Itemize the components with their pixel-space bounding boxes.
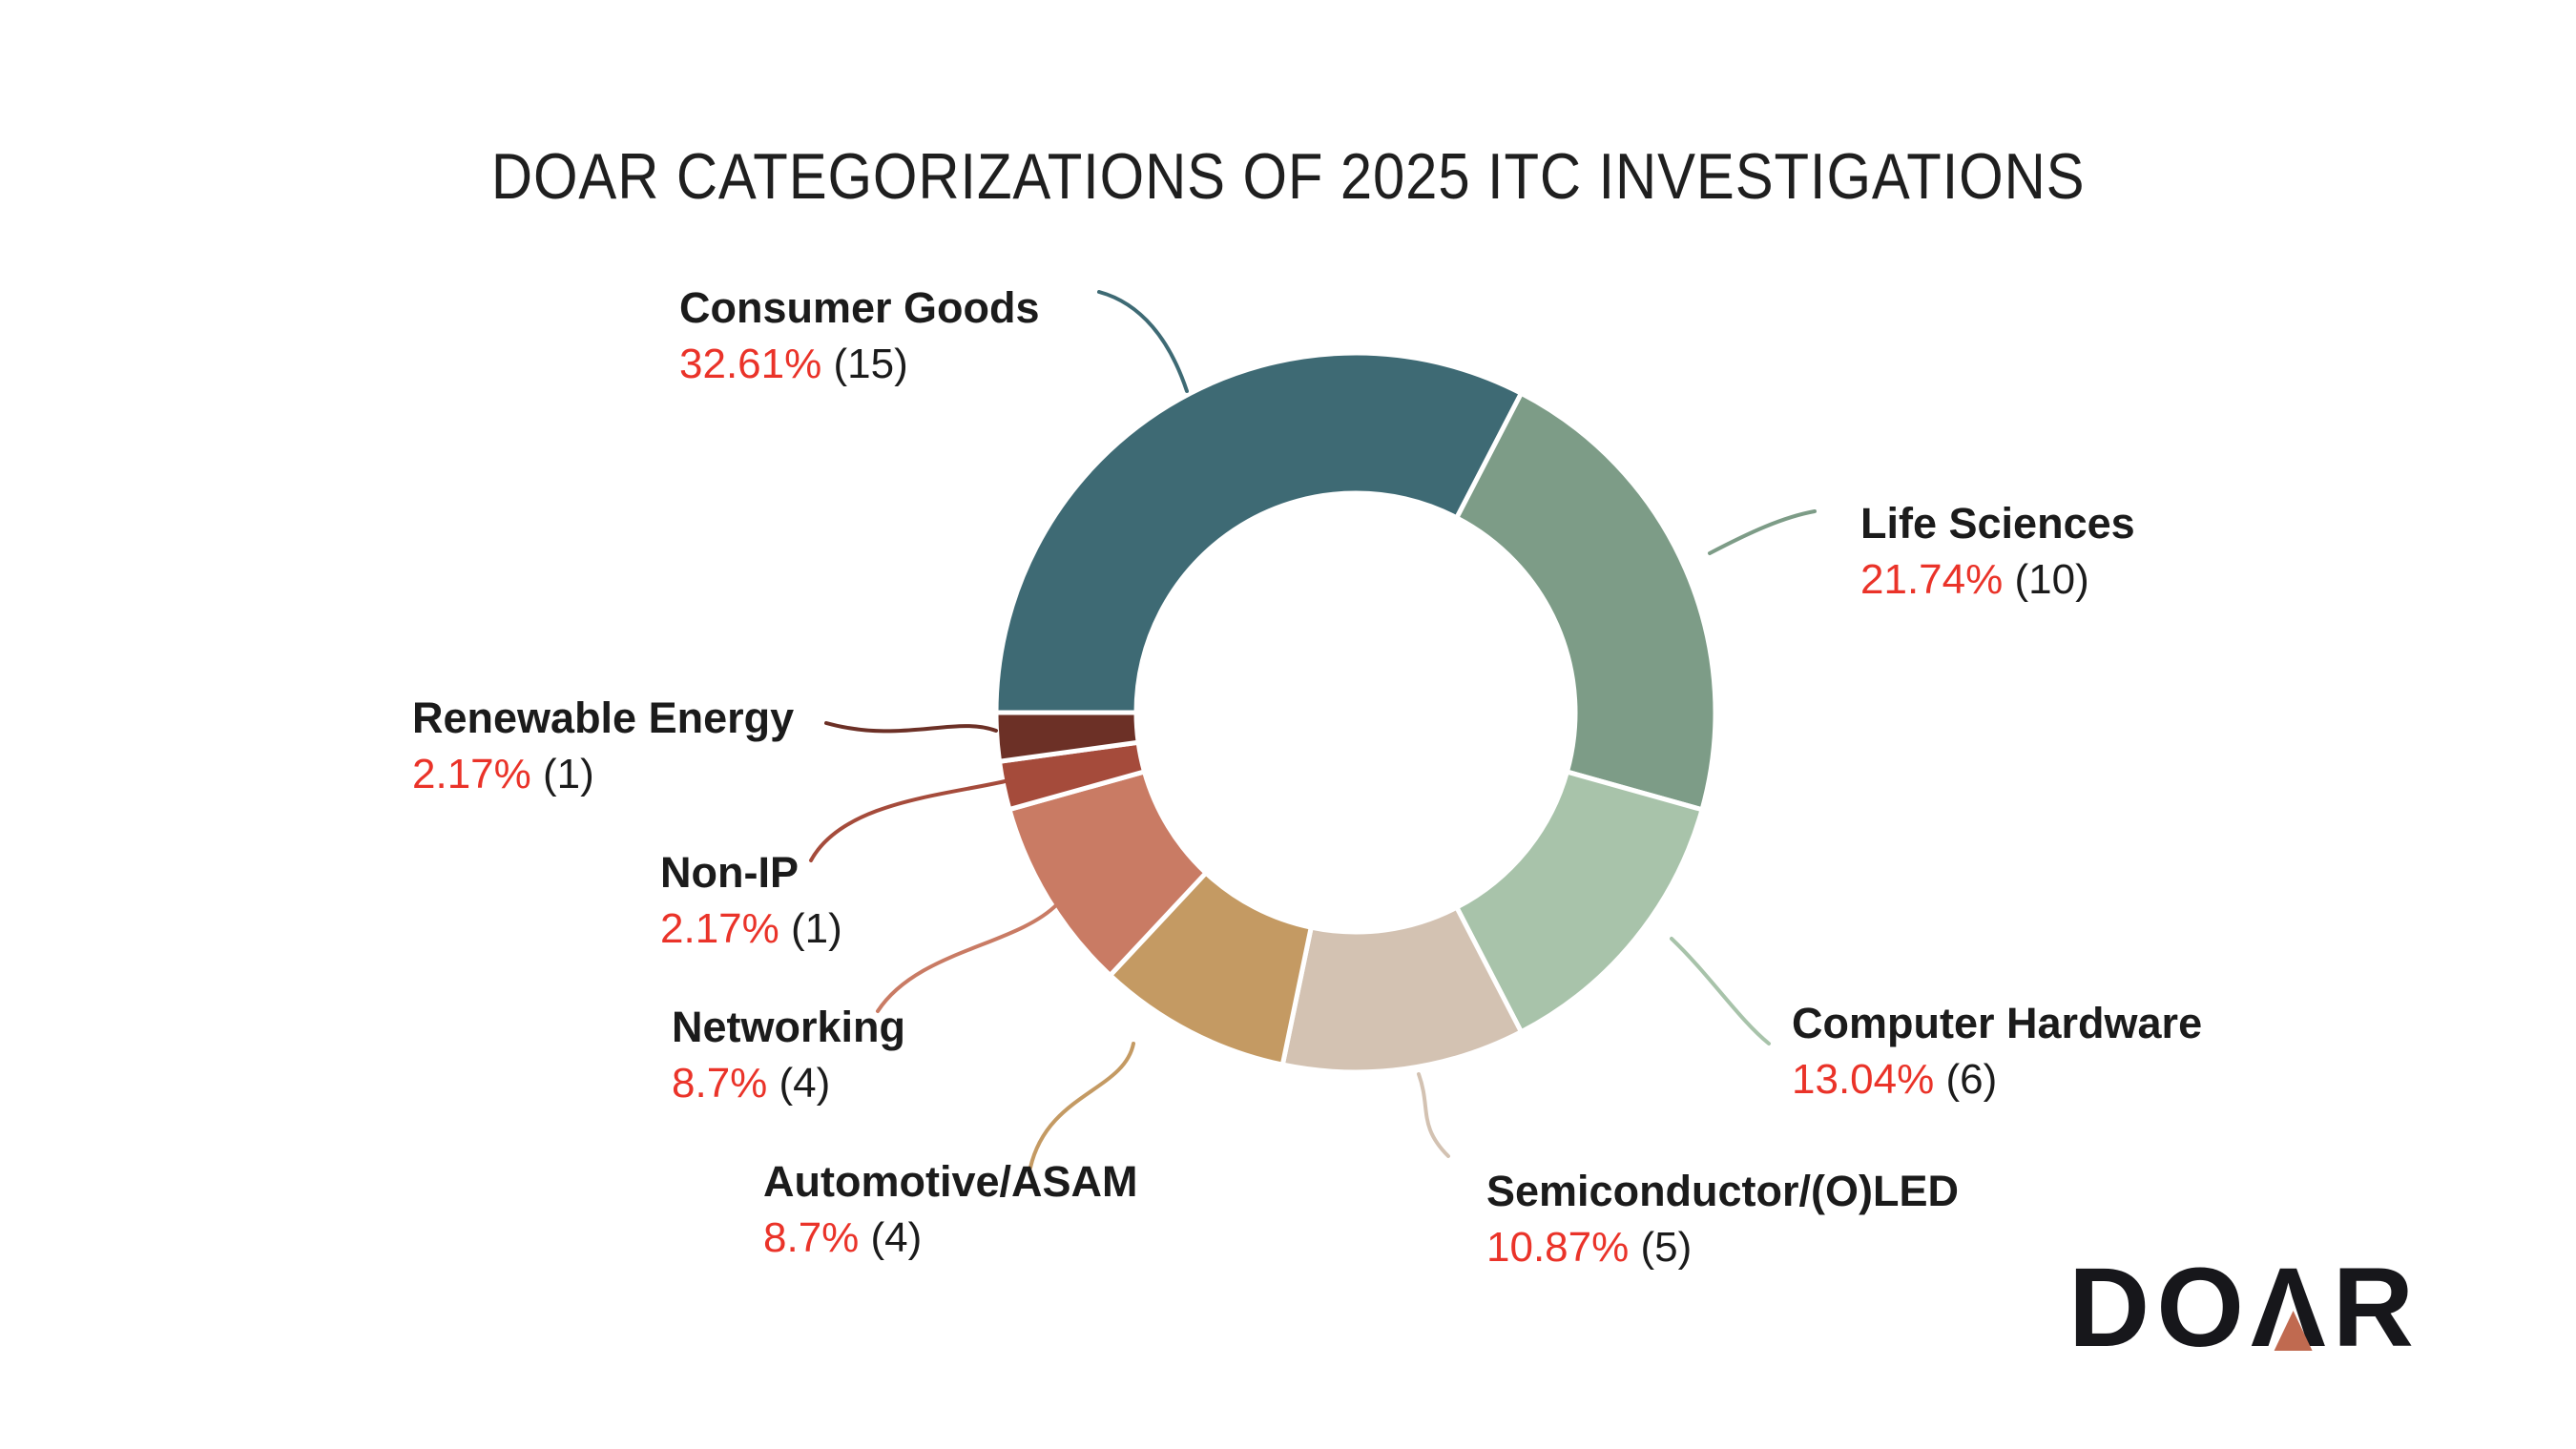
slice-name: Consumer Goods bbox=[679, 283, 1040, 332]
slice-value: 8.7% (4) bbox=[672, 1063, 905, 1105]
donut-slice-computer-hardware[interactable] bbox=[1454, 769, 1705, 1035]
slice-name: Computer Hardware bbox=[1792, 999, 2203, 1047]
slice-name: Semiconductor/(O)LED bbox=[1486, 1167, 1960, 1215]
logo-letter-o: O bbox=[2156, 1245, 2252, 1371]
slice-value: 13.04% (6) bbox=[1792, 1059, 2202, 1101]
slice-percent: 32.61% bbox=[679, 341, 822, 387]
slice-percent: 10.87% bbox=[1486, 1224, 1630, 1271]
slice-label-semiconductor-o-led: Semiconductor/(O)LED 10.87% (5) bbox=[1486, 1170, 1959, 1269]
leader-line-semiconductor-o-led bbox=[1417, 1072, 1450, 1158]
slice-name: Networking bbox=[672, 1003, 906, 1051]
slice-percent: 2.17% bbox=[660, 905, 779, 952]
logo-letter-r: R bbox=[2332, 1245, 2420, 1371]
chart-title: DOAR CATEGORIZATIONS OF 2025 ITC INVESTI… bbox=[0, 139, 2576, 214]
slice-value: 8.7% (4) bbox=[763, 1217, 1138, 1259]
chart-title-text: DOAR CATEGORIZATIONS OF 2025 ITC INVESTI… bbox=[490, 140, 2086, 213]
slice-percent: 8.7% bbox=[672, 1060, 768, 1107]
leader-line-automotive-asam bbox=[1028, 1042, 1135, 1170]
leader-line-consumer-goods bbox=[1097, 290, 1189, 393]
slice-count: (5) bbox=[1640, 1224, 1693, 1271]
slice-name: Renewable Energy bbox=[412, 693, 795, 742]
slice-name: Life Sciences bbox=[1860, 499, 2135, 548]
logo-letter-d: D bbox=[2068, 1245, 2157, 1371]
slice-count: (10) bbox=[2014, 556, 2089, 603]
slice-value: 2.17% (1) bbox=[412, 754, 794, 796]
slice-value: 2.17% (1) bbox=[660, 908, 842, 950]
slice-percent: 21.74% bbox=[1860, 556, 2004, 603]
slice-value: 21.74% (10) bbox=[1860, 559, 2135, 601]
slice-percent: 8.7% bbox=[763, 1214, 860, 1261]
slice-percent: 13.04% bbox=[1792, 1056, 1935, 1103]
leader-line-life-sciences bbox=[1708, 509, 1817, 555]
donut-slice-renewable-energy[interactable] bbox=[993, 710, 1141, 764]
slice-count: (1) bbox=[791, 905, 842, 952]
donut-slice-consumer-goods[interactable] bbox=[993, 350, 1524, 715]
donut-slice-life-sciences[interactable] bbox=[1454, 390, 1718, 813]
slice-count: (15) bbox=[833, 341, 908, 387]
leader-line-computer-hardware bbox=[1670, 937, 1771, 1045]
slice-label-non-ip: Non-IP 2.17% (1) bbox=[660, 851, 842, 950]
slice-value: 32.61% (15) bbox=[679, 343, 1040, 385]
slice-name: Non-IP bbox=[660, 848, 799, 897]
slice-label-life-sciences: Life Sciences 21.74% (10) bbox=[1860, 502, 2135, 601]
slice-label-renewable-energy: Renewable Energy 2.17% (1) bbox=[412, 696, 794, 796]
slice-label-automotive-asam: Automotive/ASAM 8.7% (4) bbox=[763, 1160, 1138, 1259]
logo-letter-a: Λ bbox=[2251, 1245, 2333, 1371]
slice-count: (6) bbox=[1945, 1056, 1998, 1103]
slice-label-computer-hardware: Computer Hardware 13.04% (6) bbox=[1792, 1002, 2202, 1101]
doar-logo: DOΛ R bbox=[2068, 1252, 2420, 1364]
slice-value: 10.87% (5) bbox=[1486, 1227, 1959, 1269]
slice-count: (1) bbox=[543, 751, 594, 797]
slice-label-networking: Networking 8.7% (4) bbox=[672, 1005, 905, 1105]
slice-percent: 2.17% bbox=[412, 751, 531, 797]
slice-count: (4) bbox=[779, 1060, 831, 1107]
leader-line-renewable-energy bbox=[824, 721, 998, 734]
leader-line-non-ip bbox=[809, 778, 1011, 862]
slice-count: (4) bbox=[870, 1214, 923, 1261]
slice-name: Automotive/ASAM bbox=[763, 1157, 1138, 1206]
logo-triangle-icon bbox=[2274, 1311, 2313, 1351]
slice-label-consumer-goods: Consumer Goods 32.61% (15) bbox=[679, 286, 1040, 385]
leader-line-networking bbox=[876, 902, 1059, 1013]
